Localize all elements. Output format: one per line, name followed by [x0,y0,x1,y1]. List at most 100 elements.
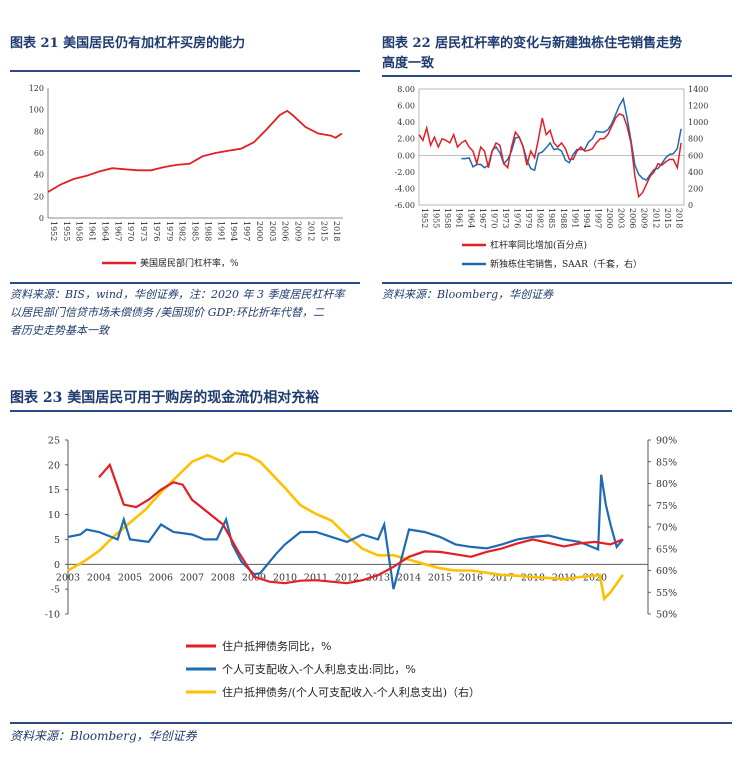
fig23-x-tick-label: 2014 [397,572,421,583]
fig22-y-tick-label: 8.00 [397,85,415,94]
fig21-x-tick-label: 1967 [113,221,122,241]
figure-22-bottom-rule [382,282,732,284]
fig21-legend-label: 美国居民部门杠杆率，% [140,257,239,269]
fig21-x-tick-label: 1952 [49,221,58,241]
fig22-y2-tick-label: 1400 [688,85,708,94]
fig23-x-tick-label: 2004 [87,572,111,583]
fig22-x-tick-label: 1958 [443,208,452,228]
fig22-x-tick-label: 1988 [559,208,568,228]
fig22-y2-tick-label: 0 [688,201,693,210]
fig23-y2-tick-label: 70% [656,523,677,534]
fig23-x-tick-label: 2005 [118,572,142,583]
fig21-x-tick-label: 1955 [62,221,71,241]
fig21-x-tick-label: 1976 [152,221,161,241]
fig21-y-tick-label: 40 [34,171,44,180]
fig23-y-tick-label: 5 [54,535,60,546]
fig22-x-tick-label: 1952 [420,208,429,228]
fig21-x-tick-label: 2003 [268,221,277,241]
fig22-x-tick-label: 1994 [582,208,591,228]
fig23-x-tick-label: 2020 [583,572,607,583]
fig21-y-tick-label: 60 [34,149,44,158]
fig23-series-mortgage-line [98,462,624,585]
fig21-x-tick-label: 1964 [100,221,109,241]
figure-21-source-line3: 者历史走势基本一致 [10,324,109,337]
fig21-x-tick-label: 1958 [75,221,84,241]
fig22-x-tick-label: 1955 [432,208,441,228]
fig21-x-tick-label: 1988 [203,221,212,241]
fig22-x-tick-label: 1976 [513,208,522,228]
fig22-x-tick-label: 1970 [489,208,498,228]
fig23-legend-blue-label: 个人可支配收入-个人利息支出:同比，% [222,662,416,676]
fig22-x-tick-label: 2000 [605,208,614,228]
figure-23-title: 图表 23 美国居民可用于购房的现金流仍相对充裕 [10,390,320,406]
fig23-x-tick-label: 2019 [552,572,576,583]
fig22-x-tick-label: 2018 [674,208,683,228]
fig23-x-tick-label: 2012 [335,572,359,583]
fig23-x-tick-label: 2006 [149,572,173,583]
fig22-y-tick-label: 6.00 [397,102,415,111]
fig22-y2-tick-label: 800 [688,135,703,144]
fig22-x-tick-label: 1997 [593,208,602,228]
fig23-x-tick-label: 2007 [180,572,204,583]
fig23-series-income-line [67,474,624,590]
fig22-y-tick-label: 2.00 [397,135,415,144]
figure-21-title-rule [10,70,360,72]
fig23-y-tick-label: 0 [54,560,60,571]
fig22-y2-tick-label: 1200 [688,102,708,111]
fig21-x-tick-label: 1973 [139,221,148,241]
fig23-y2-tick-label: 55% [656,588,677,599]
fig23-y-tick-label: -5 [51,585,60,596]
fig22-x-tick-label: 1991 [570,208,579,228]
fig22-x-tick-label: 2006 [628,208,637,228]
fig23-y-tick-label: 15 [48,485,60,496]
fig21-x-tick-label: 2009 [294,221,303,241]
fig23-x-tick-label: 2003 [56,572,80,583]
fig21-y-tick-label: 0 [39,214,44,223]
fig23-y-tick-label: 25 [48,436,60,447]
fig21-series-line [47,109,343,193]
fig21-x-tick-label: 1997 [242,221,251,241]
fig21-x-tick-label: 2000 [255,221,264,241]
fig22-y2-tick-label: 400 [688,168,703,177]
fig22-y-tick-label: -6.00 [394,201,415,210]
fig23-y-tick-label: 20 [48,460,60,471]
fig22-legend-label-blue: 新独栋住宅销售，SAAR（千套，右） [490,258,642,270]
figure-23-source: 资料来源：Bloomberg，华创证券 [10,729,197,743]
fig23-y2-tick-label: 65% [656,544,677,555]
fig22-x-tick-label: 1961 [455,208,464,228]
fig21-x-tick-label: 1994 [229,221,238,241]
figure-22-title-line1: 图表 22 居民杠杆率的变化与新建独栋住宅销售走势 [382,36,683,51]
fig22-x-tick-label: 1973 [501,208,510,228]
fig21-x-tick-label: 1985 [191,221,200,241]
fig22-x-tick-label: 2009 [640,208,649,228]
fig23-y2-tick-label: 50% [656,610,677,621]
fig22-series-leverage-line [418,113,682,199]
fig21-y-tick-label: 20 [34,192,44,201]
fig23-legend-red-label: 住户抵押债务同比，% [222,639,331,653]
figure-21-title: 图表 21 美国居民仍有加杠杆买房的能力 [10,36,246,51]
fig22-y2-tick-label: 200 [688,184,703,193]
figure-22-source: 资料来源：Bloomberg，华创证券 [382,288,554,301]
fig23-y-tick-label: -10 [45,610,60,621]
fig21-y-tick-label: 100 [29,106,44,115]
fig21-x-tick-label: 2015 [319,221,328,241]
fig22-series-sales-line [461,96,682,182]
fig22-x-tick-label: 2012 [651,208,660,228]
fig23-legend-yellow-label: 住户抵押债务/(个人可支配收入-个人利息支出)（右） [222,685,480,699]
fig23-y2-tick-label: 80% [656,479,677,490]
fig23-x-tick-label: 2017 [490,572,514,583]
fig23-y-tick-label: 10 [48,510,60,521]
fig21-x-tick-label: 1991 [216,221,225,241]
figure-21-bottom-rule [10,282,360,284]
fig22-x-tick-label: 2003 [617,208,626,228]
fig21-y-tick-label: 80 [34,127,44,136]
figure-23-title-rule [10,410,732,412]
fig22-legend-label-red: 杠杆率同比增加(百分点) [490,239,587,251]
figure-21-source-line2: 以居民部门信贷市场未偿债务 /美国现价 GDP:环比折年代替，二 [10,306,325,319]
fig22-y-tick-label: 4.00 [397,118,415,127]
fig23-y2-tick-label: 90% [656,436,677,447]
fig22-y-tick-label: -4.00 [394,184,415,193]
figure-22-title-line2: 高度一致 [382,56,435,71]
fig22-x-tick-label: 1985 [547,208,556,228]
